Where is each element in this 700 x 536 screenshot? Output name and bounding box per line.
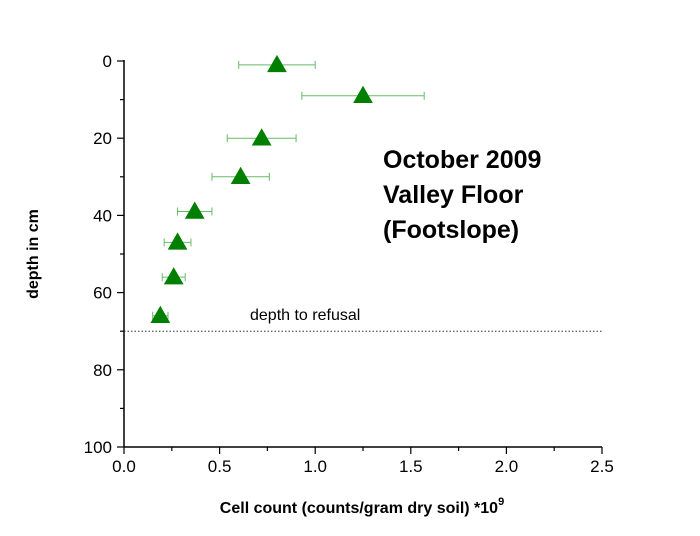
data-point-triangle xyxy=(150,305,171,324)
annotation-line-2: Valley Floor xyxy=(383,181,524,209)
y-tick-label: 100 xyxy=(84,438,112,457)
annotation-line-3: (Footslope) xyxy=(383,216,519,244)
y-axis-ticks: 0 20 40 60 80 100 xyxy=(84,52,124,457)
y-axis-title: depth in cm xyxy=(25,209,42,299)
x-tick-label: 2.5 xyxy=(590,457,614,476)
data-point-triangle xyxy=(167,232,188,250)
data-point-triangle xyxy=(267,54,287,73)
data-point-triangle xyxy=(184,201,205,219)
data-point-triangle xyxy=(251,128,272,146)
reference-line-label: depth to refusal xyxy=(250,307,360,324)
annotation-line-1: October 2009 xyxy=(383,146,541,174)
data-point-triangle xyxy=(163,267,184,285)
x-axis-title-main: Cell count (counts/gram dry soil) *10 xyxy=(220,500,498,517)
x-tick-label: 0.0 xyxy=(112,457,136,476)
data-point-triangle xyxy=(230,166,251,185)
data-markers xyxy=(150,54,373,324)
x-tick-label: 2.0 xyxy=(495,457,519,476)
data-point-triangle xyxy=(353,85,373,103)
plot-axes xyxy=(123,60,602,448)
x-axis-title-superscript: 9 xyxy=(498,496,504,508)
x-axis-title: Cell count (counts/gram dry soil) *109 xyxy=(220,496,504,517)
x-tick-label: 1.0 xyxy=(303,457,327,476)
y-tick-label: 80 xyxy=(93,361,112,380)
x-tick-label: 0.5 xyxy=(208,457,232,476)
y-tick-label: 0 xyxy=(103,52,112,71)
y-tick-label: 20 xyxy=(93,129,112,148)
y-tick-label: 40 xyxy=(93,206,112,225)
x-axis-ticks: 0.0 0.5 1.0 1.5 2.0 2.5 xyxy=(112,447,614,476)
y-tick-label: 60 xyxy=(93,284,112,303)
x-tick-label: 1.5 xyxy=(399,457,423,476)
